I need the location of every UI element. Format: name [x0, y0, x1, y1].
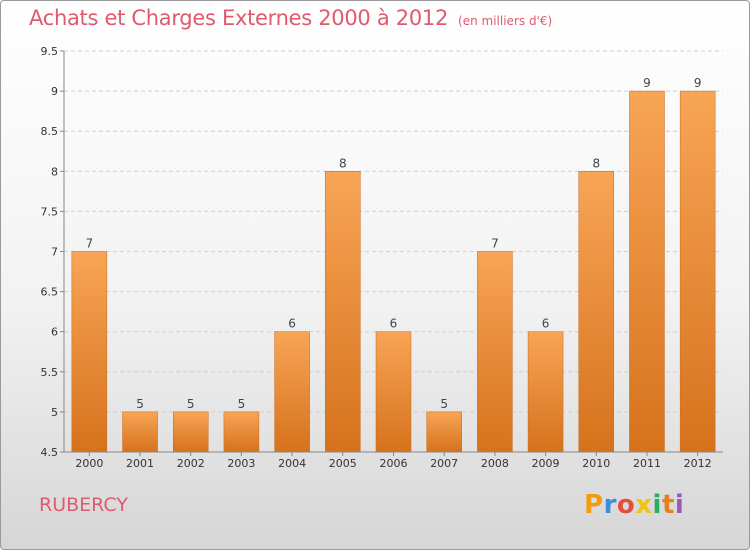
y-tick-label: 7 [51, 246, 58, 259]
x-tick-label: 2005 [329, 457, 357, 470]
bar-value-label: 5 [136, 397, 144, 411]
y-tick-label: 8 [51, 165, 58, 178]
x-tick-labels: 2000 2001 2002 2003 2004 2005 2006 2007 2008 2009… [75, 452, 712, 470]
bar-value-label: 7 [86, 237, 94, 251]
logo-letter: i [652, 490, 662, 520]
x-tick-label: 2006 [380, 457, 408, 470]
bar-value-label: 6 [542, 317, 550, 331]
bar-value-label: 7 [491, 237, 499, 251]
chart-subtitle: (en milliers d'€) [458, 14, 553, 28]
x-tick-label: 2002 [177, 457, 205, 470]
x-tick-label: 2004 [278, 457, 306, 470]
logo-letter: i [674, 490, 685, 520]
logo-letter: P [584, 490, 604, 520]
y-tick-label: 9 [51, 85, 58, 98]
bar-value-labels: 7 5 5 5 6 8 6 5 7 6 8 9 9 [86, 76, 702, 411]
x-tick-label: 2003 [227, 457, 255, 470]
logo-letter: r [603, 490, 617, 520]
bar-value-label: 8 [592, 156, 600, 170]
location-label: RUBERCY [39, 494, 128, 516]
logo-letter: t [661, 490, 675, 520]
x-tick-label: 2011 [633, 457, 661, 470]
bar-value-label: 8 [339, 156, 347, 170]
chart-title: Achats et Charges Externes 2000 à 2012 (e… [29, 6, 552, 30]
bar [527, 331, 564, 453]
y-tick-label: 9.5 [41, 45, 59, 58]
y-tick-label: 7.5 [41, 205, 59, 218]
y-tick-label: 5 [51, 406, 58, 419]
chart-title-text: Achats et Charges Externes 2000 à 2012 [29, 6, 449, 30]
bar-value-label: 5 [238, 397, 246, 411]
bar [172, 411, 209, 453]
x-tick-label: 2008 [481, 457, 509, 470]
x-tick-label: 2007 [430, 457, 458, 470]
bar [375, 331, 412, 453]
bar [122, 411, 158, 453]
y-tick-label: 8.5 [41, 125, 59, 138]
bars [71, 90, 716, 453]
x-tick-label: 2010 [582, 457, 610, 470]
bar-value-label: 5 [440, 397, 448, 411]
bar-value-label: 9 [643, 76, 651, 90]
bar [426, 411, 462, 453]
bar-value-label: 5 [187, 397, 195, 411]
y-tick-label: 4.5 [41, 446, 59, 459]
bar [223, 411, 260, 453]
x-tick-label: 2001 [126, 457, 154, 470]
y-tick-label: 6.5 [41, 286, 59, 299]
bar [629, 90, 665, 453]
proxiti-logo: Proxiti [584, 490, 684, 520]
bar-value-label: 9 [694, 76, 702, 90]
bar [477, 251, 513, 453]
bar-value-label: 6 [288, 317, 296, 331]
logo-letter: o [616, 490, 636, 520]
bar [578, 171, 615, 453]
y-tick-label: 5.5 [41, 366, 59, 379]
x-tick-label: 2012 [684, 457, 712, 470]
y-tick-labels: 4.5 5 5.5 6 6.5 7 7.5 8 8.5 9 9.5 [41, 45, 59, 459]
logo-letter: x [635, 490, 653, 520]
y-tick-label: 6 [51, 326, 58, 339]
x-tick-label: 2000 [75, 457, 103, 470]
bar-value-label: 6 [390, 317, 398, 331]
x-tick-label: 2009 [532, 457, 560, 470]
bar [71, 251, 108, 453]
bar [274, 331, 310, 453]
bar [679, 90, 716, 453]
bar [325, 171, 361, 453]
